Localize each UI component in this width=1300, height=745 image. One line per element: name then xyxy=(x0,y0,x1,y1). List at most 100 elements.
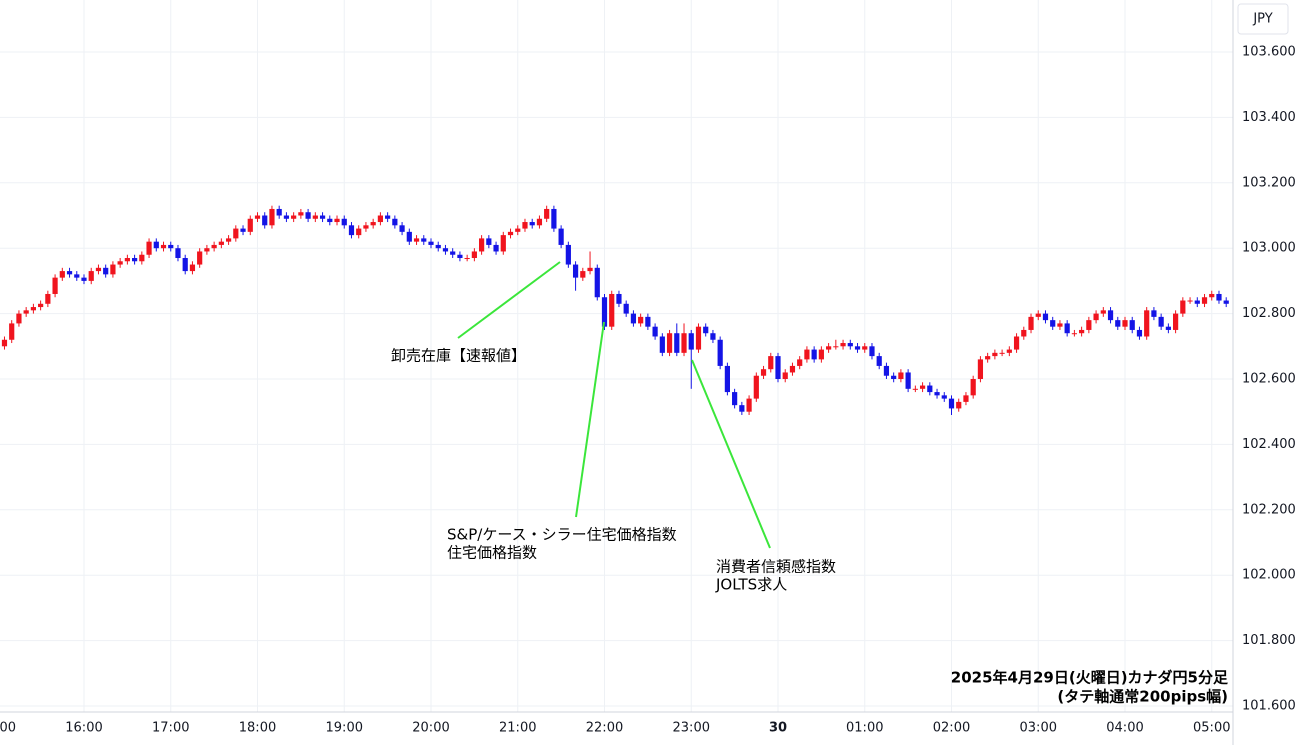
y-tick-label: 102.000 xyxy=(1242,568,1296,583)
candle-body xyxy=(269,208,275,226)
annotation: S&P/ケース・シラー住宅価格指数 xyxy=(447,526,677,544)
candle-body xyxy=(681,333,687,353)
candle-body xyxy=(739,405,745,412)
candle-body xyxy=(941,395,947,399)
candle-body xyxy=(1064,323,1070,334)
candle-body xyxy=(356,228,362,236)
x-tick-label: 05:00 xyxy=(1193,721,1230,736)
candle-body xyxy=(175,248,181,259)
candle-body xyxy=(551,208,557,229)
candle-body xyxy=(1180,300,1186,314)
candle-body xyxy=(1129,320,1135,330)
candle-body xyxy=(688,333,694,350)
currency-box xyxy=(1237,3,1289,35)
y-tick-label: 102.200 xyxy=(1242,502,1296,517)
candle-body xyxy=(1050,320,1056,327)
candle-body xyxy=(1151,310,1157,317)
candle-body xyxy=(464,258,470,260)
candle-body xyxy=(254,215,261,219)
y-tick-label: 101.600 xyxy=(1242,699,1296,714)
candle-body xyxy=(630,313,637,324)
candle-body xyxy=(529,222,535,226)
candle-body xyxy=(435,244,441,249)
candle-body xyxy=(139,254,145,262)
candle-body xyxy=(638,316,644,324)
candle-body xyxy=(883,365,890,376)
candle-body xyxy=(840,343,846,347)
candle-body xyxy=(1209,293,1215,298)
chart-note: 2025年4月29日(火曜日)カナダ円5分足 xyxy=(951,669,1229,687)
candle-body xyxy=(16,313,22,324)
candle-body xyxy=(312,215,318,219)
candle-body xyxy=(23,310,29,314)
candle-body xyxy=(413,238,420,242)
candle-body xyxy=(1006,349,1012,353)
candle-body xyxy=(789,365,796,373)
y-tick-label: 103.200 xyxy=(1242,175,1296,190)
candle-body xyxy=(970,379,976,396)
candle-body xyxy=(240,228,246,232)
x-tick-label: 23:00 xyxy=(673,721,710,736)
candle-body xyxy=(182,258,188,272)
candle-body xyxy=(132,258,138,262)
candle-body xyxy=(38,303,44,308)
candle-body xyxy=(775,356,781,379)
candle-body xyxy=(869,346,875,357)
candle-body xyxy=(992,352,998,357)
candle-body xyxy=(854,346,861,350)
candle-body xyxy=(276,208,282,216)
y-tick-label: 102.800 xyxy=(1242,306,1296,321)
candle-body xyxy=(999,352,1005,354)
candle-body xyxy=(645,316,651,327)
candle-body xyxy=(348,225,355,236)
candle-body xyxy=(985,356,991,360)
candle-body xyxy=(963,395,969,402)
candle-body xyxy=(818,349,824,360)
candle-body xyxy=(399,225,405,232)
candle-body xyxy=(1042,313,1049,321)
candle-body xyxy=(52,277,58,294)
x-tick-label: 01:00 xyxy=(846,721,883,736)
candle-body xyxy=(479,238,485,252)
candle-body xyxy=(168,244,174,249)
candle-body xyxy=(392,218,398,226)
candle-body xyxy=(225,238,232,242)
candle-body xyxy=(1173,313,1179,330)
candle-body xyxy=(160,244,167,249)
candle-body xyxy=(189,264,196,272)
candle-body xyxy=(233,228,239,239)
candle-body xyxy=(319,215,326,219)
y-tick-label: 103.400 xyxy=(1242,110,1296,125)
candle-body xyxy=(565,244,571,265)
candle-body xyxy=(905,372,911,389)
candle-body xyxy=(334,218,340,223)
candle-body xyxy=(291,215,297,219)
candle-body xyxy=(703,326,709,334)
candle-body xyxy=(204,248,210,252)
candle-body xyxy=(666,333,673,353)
candle-body xyxy=(471,251,477,259)
candle-body xyxy=(1,339,8,347)
candle-body xyxy=(1115,320,1121,327)
candle-body xyxy=(760,369,767,376)
annotation: 消費者信頼感指数 xyxy=(716,558,836,576)
candle-body xyxy=(211,244,217,249)
candle-body xyxy=(428,241,434,245)
x-tick-label: 02:00 xyxy=(933,721,970,736)
candle-body xyxy=(1158,316,1164,327)
candle-body xyxy=(486,238,492,245)
candle-body xyxy=(442,248,449,252)
candle-body xyxy=(124,258,130,262)
x-tick-label: 17:00 xyxy=(152,721,189,736)
candle-body xyxy=(363,225,369,229)
candle-body xyxy=(927,385,933,393)
candle-body xyxy=(898,372,904,379)
y-tick-label: 102.600 xyxy=(1242,372,1296,387)
candle-body xyxy=(385,215,391,219)
candle-body xyxy=(1021,329,1027,337)
x-tick-label: 21:00 xyxy=(499,721,536,736)
candle-body xyxy=(710,333,716,340)
candle-body xyxy=(544,208,550,219)
x-tick-label: 18:00 xyxy=(239,721,276,736)
